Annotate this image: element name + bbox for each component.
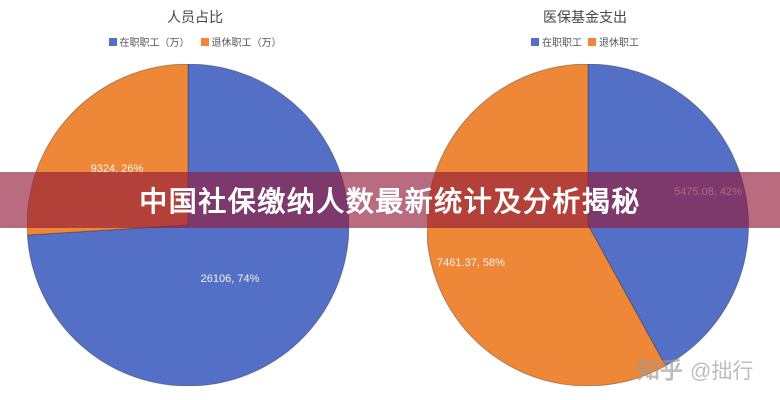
svg-text:26106, 74%: 26106, 74% <box>201 273 260 285</box>
svg-text:7461.37, 58%: 7461.37, 58% <box>437 257 505 269</box>
